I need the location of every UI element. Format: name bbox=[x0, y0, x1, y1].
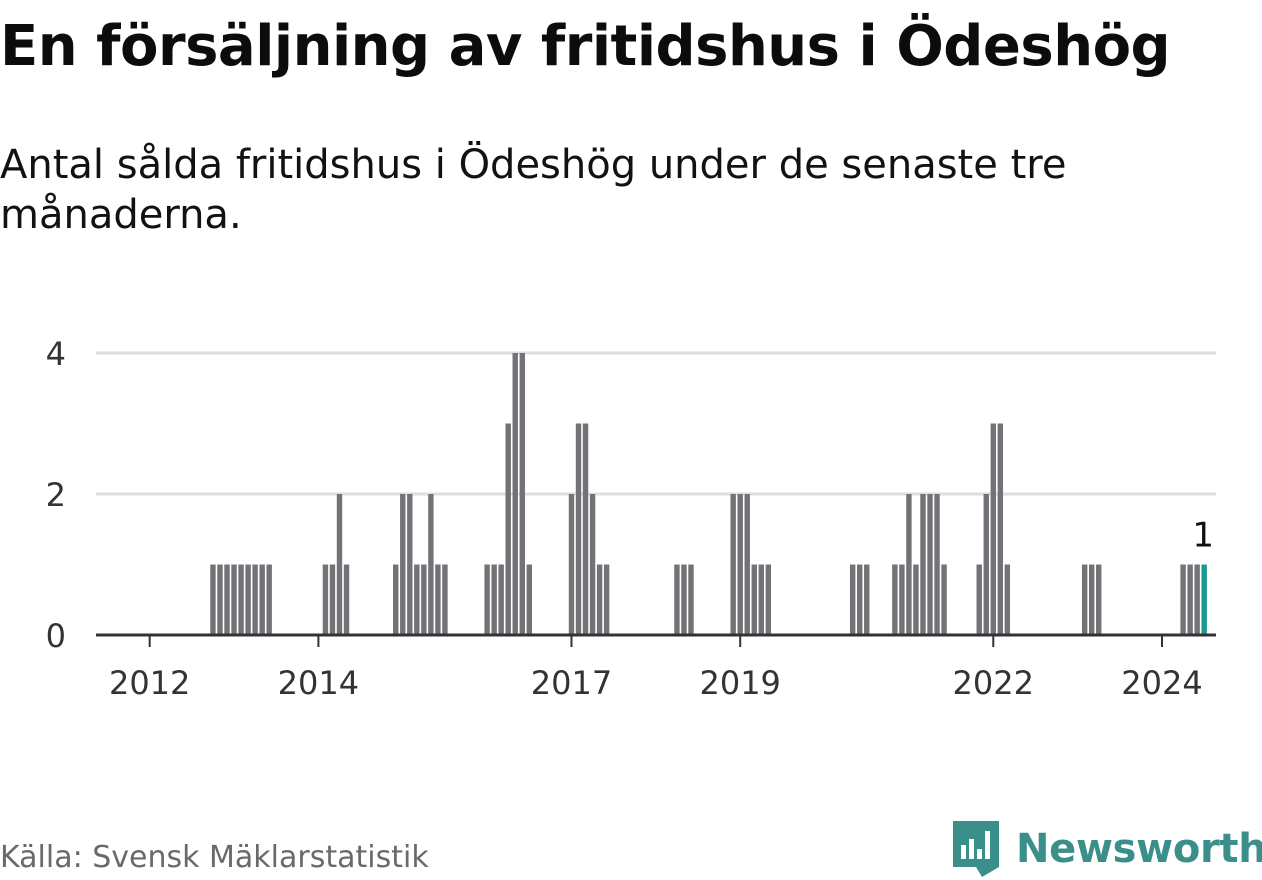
bar bbox=[217, 564, 223, 635]
bar bbox=[442, 564, 448, 635]
bar bbox=[435, 564, 441, 635]
x-tick-label: 2022 bbox=[953, 664, 1034, 702]
bar bbox=[519, 353, 525, 635]
bar bbox=[245, 564, 251, 635]
x-tick-label: 2024 bbox=[1121, 664, 1202, 702]
chart-subtitle: Antal sålda fritidshus i Ödeshög under d… bbox=[0, 142, 1067, 238]
bar bbox=[603, 564, 610, 635]
bar bbox=[849, 564, 856, 635]
bar bbox=[575, 423, 582, 635]
bar bbox=[920, 494, 926, 635]
bar bbox=[428, 494, 434, 635]
bar bbox=[737, 494, 743, 635]
bar bbox=[688, 564, 694, 635]
x-tick-label: 2014 bbox=[278, 664, 359, 702]
bar bbox=[407, 494, 413, 635]
bar bbox=[730, 494, 736, 635]
bar bbox=[414, 564, 420, 635]
bar bbox=[1089, 564, 1095, 635]
bar bbox=[498, 564, 504, 635]
x-tick-label: 2017 bbox=[531, 664, 612, 702]
bar bbox=[421, 564, 427, 635]
bar bbox=[526, 564, 532, 635]
bar bbox=[231, 564, 237, 635]
bar bbox=[758, 564, 764, 635]
bar bbox=[744, 494, 750, 635]
bar bbox=[224, 564, 230, 635]
bar bbox=[990, 423, 996, 635]
bar bbox=[505, 423, 511, 635]
y-tick-label: 0 bbox=[46, 617, 66, 655]
bar bbox=[484, 564, 490, 635]
bar bbox=[512, 353, 518, 635]
bar bbox=[568, 494, 575, 635]
y-tick-label: 2 bbox=[46, 476, 66, 514]
bar bbox=[934, 494, 940, 635]
source-note: Källa: Svensk Mäklarstatistik bbox=[0, 840, 429, 875]
bar bbox=[343, 564, 350, 635]
bar bbox=[329, 564, 336, 635]
bar bbox=[751, 564, 757, 635]
bar bbox=[899, 564, 905, 635]
bar bbox=[336, 494, 343, 635]
bar bbox=[983, 494, 989, 635]
bar-chart: 0 2 4 2012 2014 2017 2019 2022 2024 1 bbox=[46, 335, 1216, 702]
bar bbox=[238, 564, 244, 635]
bar bbox=[892, 564, 898, 635]
bar bbox=[864, 564, 870, 635]
bar bbox=[1180, 564, 1186, 635]
bar bbox=[941, 564, 947, 635]
bar bbox=[252, 564, 258, 635]
bar bbox=[582, 423, 589, 635]
bar bbox=[1194, 564, 1200, 635]
bar bbox=[322, 564, 329, 635]
bar bbox=[857, 564, 863, 635]
y-tick-label: 4 bbox=[46, 335, 66, 373]
x-tick-label: 2019 bbox=[699, 664, 780, 702]
bar bbox=[259, 564, 265, 635]
bar bbox=[400, 494, 406, 635]
bar bbox=[906, 494, 912, 635]
bar bbox=[1096, 564, 1102, 635]
bar bbox=[997, 423, 1004, 635]
bar bbox=[589, 494, 596, 635]
bar bbox=[927, 494, 933, 635]
chart-title: En försäljning av fritidshus i Ödeshög bbox=[0, 14, 1171, 79]
bar bbox=[674, 564, 680, 635]
highlight-data-label: 1 bbox=[1192, 516, 1214, 556]
brand-name: Newsworthy bbox=[1016, 826, 1262, 872]
bar bbox=[1081, 564, 1088, 635]
newsworthy-logo-icon bbox=[953, 821, 999, 877]
bar bbox=[913, 564, 919, 635]
bar bbox=[266, 564, 272, 635]
bar bbox=[491, 564, 497, 635]
bar bbox=[393, 564, 399, 635]
bar bbox=[1187, 564, 1193, 635]
x-tick-label: 2012 bbox=[109, 664, 190, 702]
bar-highlight bbox=[1201, 564, 1207, 635]
bar bbox=[1004, 564, 1011, 635]
bar bbox=[596, 564, 603, 635]
bar bbox=[210, 564, 216, 635]
newsworthy-brand[interactable]: Newsworthy bbox=[950, 818, 1262, 880]
bar bbox=[681, 564, 687, 635]
bar bbox=[976, 564, 982, 635]
bar bbox=[765, 564, 772, 635]
